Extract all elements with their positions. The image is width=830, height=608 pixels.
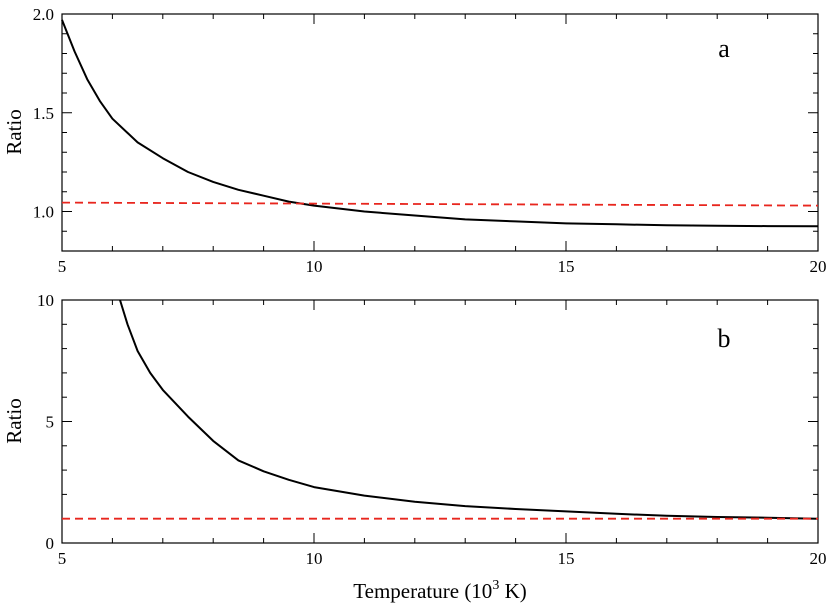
x-axis-title-exponent: 3 bbox=[492, 578, 499, 593]
panel-a-y-tick-label: 2.0 bbox=[33, 5, 54, 24]
panel-a-x-tick-label: 5 bbox=[58, 257, 67, 276]
panel-b-y-tick-label: 10 bbox=[37, 291, 54, 310]
panel-a-x-tick-label: 20 bbox=[810, 257, 827, 276]
panel-a-frame bbox=[61, 13, 819, 252]
panel-b-x-tick-label: 20 bbox=[810, 549, 827, 568]
panel-a-dashed-series-line bbox=[61, 201, 819, 207]
panel-a-series bbox=[61, 19, 819, 228]
panel-b-series bbox=[62, 299, 819, 520]
panel-a-y-tick-label: 1.5 bbox=[33, 104, 54, 123]
panel-a-y-axis-title: Ratio bbox=[2, 109, 26, 155]
panel-a-tick-labels: 5 10 15 20 1.0 1.5 2.0 bbox=[33, 5, 827, 276]
panel-a-ticks bbox=[61, 13, 819, 252]
panel-a-solid-series-line bbox=[61, 19, 819, 228]
panel-a-x-tick-label: 15 bbox=[558, 257, 575, 276]
panel-b-ticks bbox=[61, 299, 819, 544]
panel-b-y-axis-title: Ratio bbox=[2, 398, 26, 444]
panel-b-x-tick-label: 5 bbox=[58, 549, 67, 568]
panel-b-x-tick-label: 10 bbox=[306, 549, 323, 568]
panel-a: 5 10 15 20 1.0 1.5 2.0 a Ratio bbox=[2, 5, 827, 276]
panel-a-x-tick-label: 10 bbox=[306, 257, 323, 276]
panel-b-label: b bbox=[718, 324, 731, 353]
panel-b-x-tick-label: 15 bbox=[558, 549, 575, 568]
x-axis-title-suffix: K) bbox=[499, 579, 526, 603]
x-axis-title-prefix: Temperature (10 bbox=[353, 579, 492, 603]
panel-a-label: a bbox=[718, 34, 730, 63]
x-axis-title: Temperature (103 K) bbox=[353, 578, 526, 603]
panel-a-y-tick-label: 1.0 bbox=[33, 203, 54, 222]
panel-b-solid-series-line bbox=[119, 299, 819, 520]
panel-b-frame bbox=[61, 299, 819, 544]
panel-b-y-tick-label: 5 bbox=[46, 413, 55, 432]
panel-b-y-tick-label: 0 bbox=[46, 534, 55, 553]
